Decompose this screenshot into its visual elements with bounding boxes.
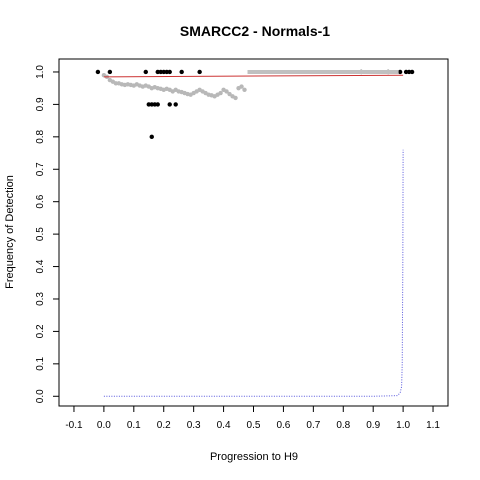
series-0-point [143, 69, 148, 75]
series-3-line [103, 74, 404, 78]
y-tick-label: 0.3 [35, 292, 46, 306]
series-layer [95, 69, 415, 397]
x-tick-label: 0.7 [306, 420, 320, 431]
series-1-point [224, 89, 229, 94]
series-1-point [242, 87, 247, 93]
series-4-line [103, 149, 404, 397]
series-0-point [167, 102, 172, 107]
y-axis-label: Frequency of Detection [4, 175, 16, 289]
y-tick-label: 0.7 [35, 162, 46, 176]
y-axis: 0.0 0.1 0.2 0.3 0.4 0.5 0.6 0.7 0.8 0.9 1.0 [35, 65, 59, 403]
x-tick-label: 1.0 [396, 420, 410, 431]
series-0-point [167, 69, 172, 75]
series-1-point [233, 95, 238, 101]
y-tick-label: 0.1 [35, 356, 46, 370]
series-0-point [107, 69, 113, 75]
series-0-point [197, 69, 202, 75]
y-tick-label: 0.8 [35, 129, 46, 143]
y-tick-label: 0.9 [35, 97, 46, 111]
x-tick-label: 0.9 [366, 420, 380, 431]
x-tick-label: 0.5 [247, 420, 261, 431]
y-tick-label: 0.2 [35, 324, 46, 338]
x-tick-label: 0.1 [127, 420, 141, 431]
x-tick-label: -0.1 [65, 420, 83, 431]
x-tick-label: 0.2 [157, 420, 171, 431]
series-1-point [239, 84, 244, 89]
plot-frame [58, 58, 449, 407]
x-tick-label: 0.0 [97, 420, 111, 431]
series-0-point [149, 134, 154, 140]
chart-title: SMARCC2 - Normals-1 [180, 23, 330, 39]
series-0-point [397, 69, 403, 75]
y-tick-label: 0.5 [35, 227, 46, 241]
y-tick-label: 1.0 [35, 65, 46, 79]
series-1-point [218, 90, 223, 96]
y-tick-label: 0.4 [35, 259, 46, 273]
y-tick-label: 0.6 [35, 194, 46, 208]
series-0-point [179, 69, 184, 75]
x-axis: -0.1 0.0 0.1 0.2 0.3 0.4 0.5 0.6 0.7 0.8 0.9 1.0 1.1 [65, 406, 440, 431]
x-tick-label: 0.6 [276, 420, 290, 431]
x-tick-label: 1.1 [426, 420, 440, 431]
series-0-point [155, 102, 160, 107]
x-axis-label: Progression to H9 [210, 451, 298, 463]
x-tick-label: 0.3 [187, 420, 201, 431]
series-1-point [227, 91, 232, 97]
series-0-point [409, 69, 415, 75]
series-0-point [95, 69, 101, 75]
x-tick-label: 0.8 [336, 420, 350, 431]
y-tick-label: 0.0 [35, 389, 46, 403]
x-tick-label: 0.4 [217, 420, 231, 431]
series-0-point [173, 102, 178, 107]
